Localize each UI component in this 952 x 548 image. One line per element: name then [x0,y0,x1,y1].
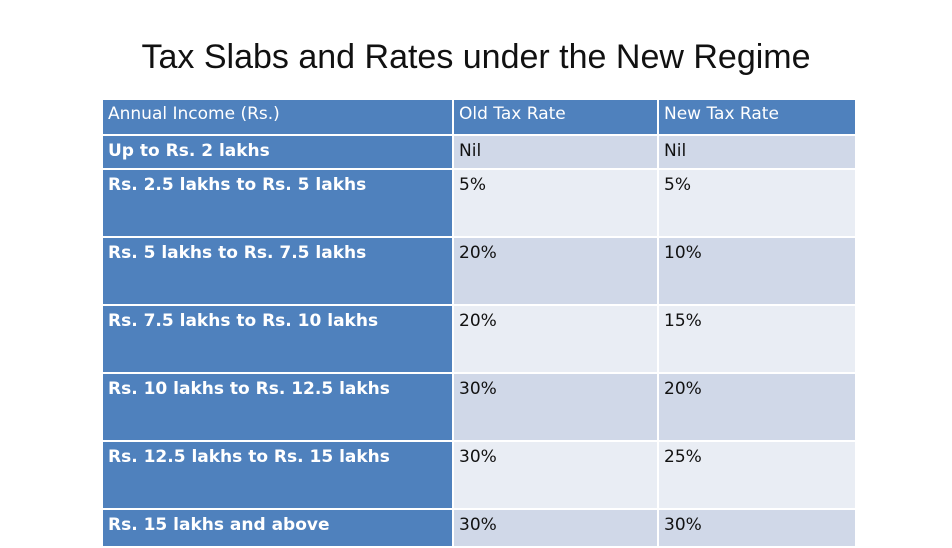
income-cell: Up to Rs. 2 lakhs [101,134,454,170]
table-row: Up to Rs. 2 lakhs Nil Nil [101,134,857,170]
income-cell: Rs. 2.5 lakhs to Rs. 5 lakhs [101,168,454,238]
old-rate-cell: Nil [452,134,659,170]
income-cell: Rs. 7.5 lakhs to Rs. 10 lakhs [101,304,454,374]
new-rate-cell: Nil [657,134,857,170]
table-row: Rs. 15 lakhs and above 30% 30% [101,508,857,548]
table-row: Rs. 7.5 lakhs to Rs. 10 lakhs 20% 15% [101,304,857,374]
new-rate-cell: 10% [657,236,857,306]
table-row: Rs. 2.5 lakhs to Rs. 5 lakhs 5% 5% [101,168,857,238]
header-new-tax-rate: New Tax Rate [657,98,857,136]
new-rate-cell: 20% [657,372,857,442]
old-rate-cell: 5% [452,168,659,238]
income-cell: Rs. 10 lakhs to Rs. 12.5 lakhs [101,372,454,442]
table-row: Rs. 10 lakhs to Rs. 12.5 lakhs 30% 20% [101,372,857,442]
old-rate-cell: 30% [452,372,659,442]
new-rate-cell: 15% [657,304,857,374]
page-title: Tax Slabs and Rates under the New Regime [141,38,811,76]
old-rate-cell: 20% [452,304,659,374]
table-header-row: Annual Income (Rs.) Old Tax Rate New Tax… [101,98,857,136]
old-rate-cell: 20% [452,236,659,306]
header-annual-income: Annual Income (Rs.) [101,98,454,136]
new-rate-cell: 25% [657,440,857,510]
table-row: Rs. 5 lakhs to Rs. 7.5 lakhs 20% 10% [101,236,857,306]
old-rate-cell: 30% [452,508,659,548]
table-row: Rs. 12.5 lakhs to Rs. 15 lakhs 30% 25% [101,440,857,510]
tax-slab-table: Annual Income (Rs.) Old Tax Rate New Tax… [101,98,857,548]
income-cell: Rs. 15 lakhs and above [101,508,454,548]
new-rate-cell: 30% [657,508,857,548]
income-cell: Rs. 12.5 lakhs to Rs. 15 lakhs [101,440,454,510]
new-rate-cell: 5% [657,168,857,238]
old-rate-cell: 30% [452,440,659,510]
header-old-tax-rate: Old Tax Rate [452,98,659,136]
income-cell: Rs. 5 lakhs to Rs. 7.5 lakhs [101,236,454,306]
